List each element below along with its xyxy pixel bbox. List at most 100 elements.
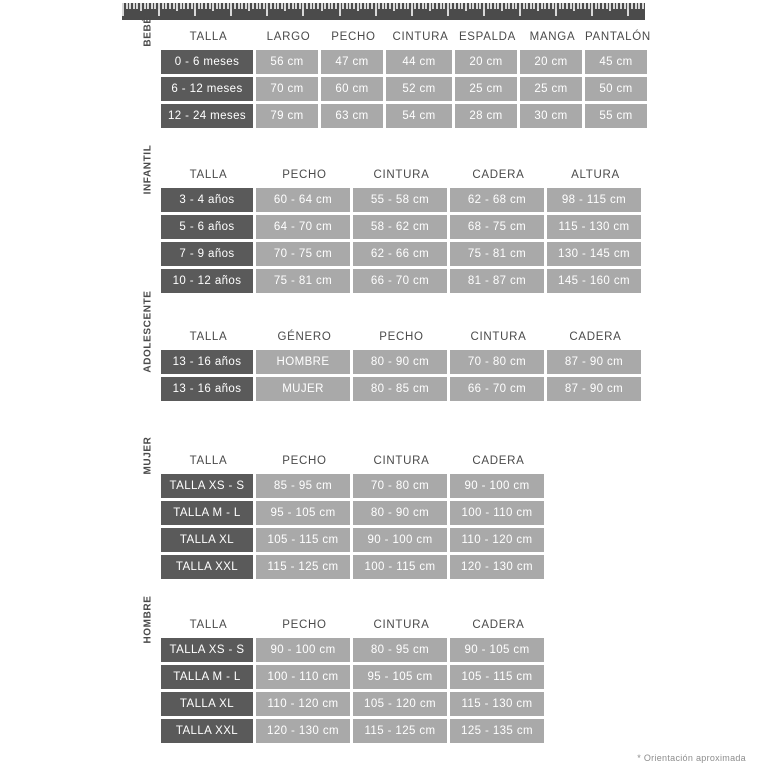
ruler-tick xyxy=(540,3,543,9)
ruler-tick xyxy=(623,3,626,9)
measure-cell: 64 - 70 cm xyxy=(256,215,350,239)
size-cell: TALLA XL xyxy=(161,528,253,552)
measure-cell: 75 - 81 cm xyxy=(450,242,544,266)
measure-cell: 80 - 95 cm xyxy=(353,638,447,662)
ruler-tick xyxy=(150,3,153,9)
column-header: MANGA xyxy=(529,31,576,43)
measure-cell: 55 cm xyxy=(585,104,647,128)
column-header: TALLA xyxy=(189,331,228,343)
ruler-tick xyxy=(324,3,327,9)
ruler-tick xyxy=(356,3,359,11)
ruler-tick xyxy=(454,3,457,9)
ruler-tick xyxy=(334,3,337,9)
size-cell: TALLA XXL xyxy=(161,719,253,743)
ruler-tick xyxy=(161,3,164,9)
measure-cell: 66 - 70 cm xyxy=(353,269,447,293)
ruler-tick xyxy=(212,3,215,11)
table-grid: TALLA PECHO CINTURA CADERA TALLA XS - S 90 - … xyxy=(161,619,547,746)
ruler-tick xyxy=(154,3,157,9)
ruler-tick xyxy=(457,3,460,9)
ruler-tick xyxy=(432,3,435,9)
table-row: TALLA XS - S 85 - 95 cm 70 - 80 cm 90 - 100… xyxy=(161,474,547,498)
column-header: CINTURA xyxy=(373,455,430,467)
ruler-tick xyxy=(580,3,583,9)
measure-cell: 105 - 120 cm xyxy=(353,692,447,716)
measure-cell: 60 cm xyxy=(321,77,383,101)
table-grid: TALLA PECHO CINTURA CADERA ALTURA 3 - 4 años 6… xyxy=(161,169,644,296)
column-header: TALLA xyxy=(189,169,228,181)
measure-cell: 45 cm xyxy=(585,50,647,74)
measure-cell: 100 - 115 cm xyxy=(353,555,447,579)
size-cell: TALLA M - L xyxy=(161,665,253,689)
table-header-row: TALLA PECHO CINTURA CADERA ALTURA xyxy=(161,169,644,188)
ruler-tick xyxy=(508,3,511,9)
ruler-tick xyxy=(407,3,410,9)
table-row: 5 - 6 años 64 - 70 cm 58 - 62 cm 68 - 75 cm… xyxy=(161,215,644,239)
ruler-tick xyxy=(298,3,301,9)
ruler-tick xyxy=(233,3,236,9)
measure-cell: 130 - 145 cm xyxy=(547,242,641,266)
table-row: 12 - 24 meses 79 cm 63 cm 54 cm 28 cm 30 cm 55… xyxy=(161,104,650,128)
ruler-tick xyxy=(230,3,233,16)
column-header: PECHO xyxy=(282,455,327,467)
measure-cell: 115 - 125 cm xyxy=(353,719,447,743)
measure-cell: 70 - 80 cm xyxy=(353,474,447,498)
ruler-tick xyxy=(569,3,572,9)
ruler-tick xyxy=(547,3,550,9)
ruler-tick xyxy=(573,3,576,11)
measure-cell: 70 - 75 cm xyxy=(256,242,350,266)
table-row: 10 - 12 años 75 - 81 cm 66 - 70 cm 81 - 87 … xyxy=(161,269,644,293)
ruler-tick xyxy=(544,3,547,9)
column-header: PANTALÓN xyxy=(585,31,651,43)
measure-cell: 52 cm xyxy=(386,77,452,101)
table-header-row: TALLA PECHO CINTURA CADERA xyxy=(161,619,547,638)
category-label-text: ADOLESCENTE xyxy=(142,289,154,373)
ruler-tick xyxy=(634,3,637,9)
ruler-tick xyxy=(147,3,150,9)
measure-cell: 20 cm xyxy=(455,50,517,74)
ruler-tick xyxy=(594,3,597,9)
ruler-tick xyxy=(165,3,168,9)
table-header-row: TALLA GÉNERO PECHO CINTURA CADERA xyxy=(161,331,644,350)
ruler-tick xyxy=(436,3,439,9)
size-cell: 10 - 12 años xyxy=(161,269,253,293)
measure-cell: 25 cm xyxy=(520,77,582,101)
ruler-tick xyxy=(316,3,319,9)
column-header: LARGO xyxy=(266,31,311,43)
ruler-tick xyxy=(143,3,146,9)
column-header: PECHO xyxy=(282,169,327,181)
ruler-tick xyxy=(627,3,630,16)
ruler-tick xyxy=(468,3,471,9)
ruler-tick xyxy=(269,3,272,9)
ruler-tick xyxy=(183,3,186,9)
measure-cell: 90 - 100 cm xyxy=(450,474,544,498)
measure-cell: 66 - 70 cm xyxy=(450,377,544,401)
ruler-tick xyxy=(417,3,420,9)
measure-cell: 145 - 160 cm xyxy=(547,269,641,293)
ruler-tick xyxy=(486,3,489,9)
size-cell: 12 - 24 meses xyxy=(161,104,253,128)
size-cell: 7 - 9 años xyxy=(161,242,253,266)
measure-cell: 62 - 66 cm xyxy=(353,242,447,266)
table-grid: TALLA GÉNERO PECHO CINTURA CADERA 13 - 16 año… xyxy=(161,331,644,404)
table-grid: TALLA LARGO PECHO CINTURA ESPALDA MANGA PANTAL… xyxy=(161,31,650,131)
measure-cell: 80 - 85 cm xyxy=(353,377,447,401)
column-header: PECHO xyxy=(282,619,327,631)
ruler-tick xyxy=(306,3,309,9)
ruler-tick xyxy=(533,3,536,9)
ruler-tick xyxy=(515,3,518,9)
ruler-tick xyxy=(504,3,507,9)
ruler-tick xyxy=(338,3,341,16)
measure-cell: 44 cm xyxy=(386,50,452,74)
ruler-tick xyxy=(367,3,370,9)
ruler-tick xyxy=(277,3,280,9)
ruler-ticks xyxy=(122,3,645,20)
ruler-tick xyxy=(605,3,608,9)
ruler-tick xyxy=(526,3,529,9)
measure-cell: 100 - 110 cm xyxy=(256,665,350,689)
ruler-tick xyxy=(461,3,464,9)
category-label-text: MUJER xyxy=(142,435,154,475)
measure-cell: 90 - 105 cm xyxy=(450,638,544,662)
ruler-tick xyxy=(490,3,493,9)
measure-cell: 100 - 110 cm xyxy=(450,501,544,525)
